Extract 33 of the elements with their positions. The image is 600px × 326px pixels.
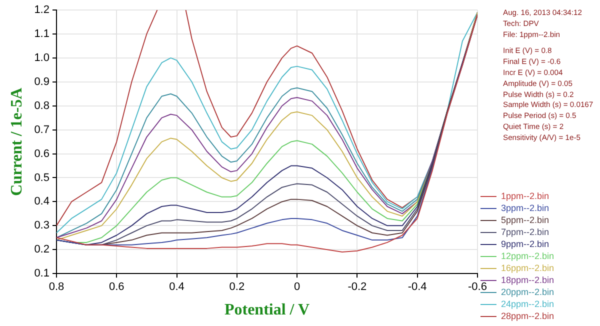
legend-label: 1ppm--2.bin bbox=[500, 190, 549, 201]
legend-label: 9ppm--2.bin bbox=[500, 238, 549, 249]
x-axis-title: Potential / V bbox=[224, 302, 310, 319]
y-axis-title: Current / 1e-5A bbox=[8, 87, 26, 196]
legend-label: 18ppm--2.bin bbox=[500, 274, 554, 285]
x-tick-label: 0.2 bbox=[229, 281, 245, 294]
x-tick-label: 0.8 bbox=[48, 281, 64, 294]
y-tick-label: 0.5 bbox=[34, 172, 50, 184]
x-tick-label: 0.6 bbox=[108, 281, 124, 294]
x-tick-label: 0.4 bbox=[169, 281, 184, 294]
y-tick-label: 0.8 bbox=[34, 100, 50, 112]
y-tick-label: 0.7 bbox=[34, 124, 50, 136]
y-tick-label: 0.3 bbox=[34, 220, 50, 232]
legend-label: 12ppm--2.bin bbox=[500, 250, 554, 261]
x-tick-label: -0.4 bbox=[408, 281, 427, 294]
legend-label: 3ppm--2.bin bbox=[500, 202, 549, 213]
legend-label: 24ppm--2.bin bbox=[500, 298, 554, 309]
legend-label: 20ppm--2.bin bbox=[500, 286, 554, 297]
x-tick-label: -0.6 bbox=[468, 281, 487, 294]
y-tick-label: 0.6 bbox=[34, 148, 50, 160]
y-tick-label: 0.1 bbox=[34, 268, 50, 280]
legend-label: 16ppm--2.bin bbox=[500, 262, 554, 273]
y-tick-label: 0.9 bbox=[34, 76, 50, 88]
x-tick-label: -0.2 bbox=[348, 281, 367, 294]
legend-label: 5ppm--2.bin bbox=[500, 214, 549, 225]
legend-label: 7ppm--2.bin bbox=[500, 226, 549, 237]
y-tick-label: 0.2 bbox=[34, 244, 50, 256]
y-tick-label: 1.0 bbox=[34, 52, 50, 64]
y-tick-label: 1.1 bbox=[34, 28, 50, 40]
x-tick-label: 0 bbox=[294, 281, 300, 294]
legend-label: 28ppm--2.bin bbox=[500, 310, 554, 321]
y-tick-label: 0.4 bbox=[34, 196, 50, 208]
y-tick-label: 1.2 bbox=[34, 4, 50, 16]
